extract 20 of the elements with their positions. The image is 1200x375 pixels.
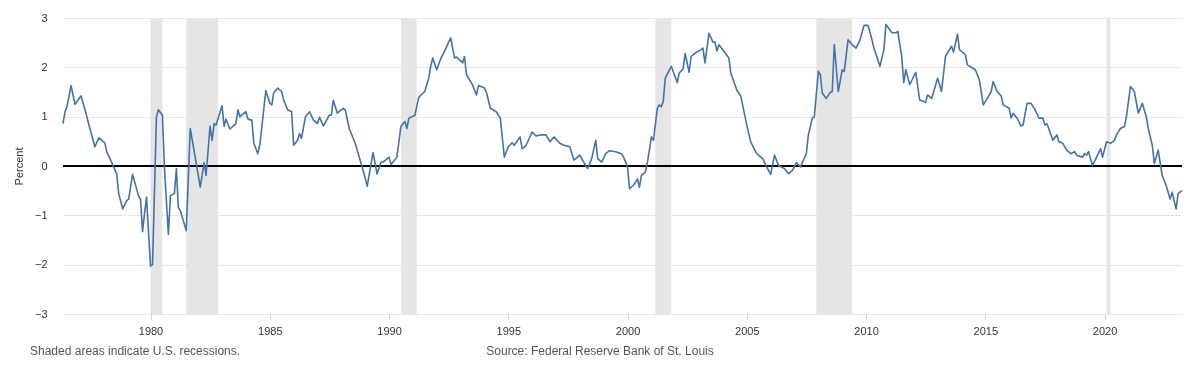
y-tick-label: 2: [41, 60, 48, 73]
x-tick-label: 1990: [377, 324, 402, 337]
x-tick-label: 2020: [1092, 324, 1118, 337]
y-tick-label: −1: [34, 208, 48, 221]
x-tick-label: 2000: [615, 324, 641, 337]
y-tick-label: −3: [34, 307, 48, 320]
y-tick-label: 3: [41, 11, 48, 24]
y-tick-label: 0: [41, 159, 48, 172]
x-tick-label: 2005: [735, 324, 760, 337]
source-note: Source: Federal Reserve Bank of St. Louis: [486, 344, 714, 358]
x-tick-label: 1985: [258, 324, 283, 337]
y-axis-title: Percent: [12, 147, 25, 186]
y-tick-label: 1: [41, 110, 48, 123]
x-tick-label: 1980: [138, 324, 164, 337]
text: Shaded areas indicate U.S. recessions.: [30, 344, 241, 358]
x-tick-label: 1995: [496, 324, 522, 337]
x-tick-label: 2015: [973, 324, 999, 337]
y-tick-label: −2: [34, 258, 48, 271]
line-series: [62, 23, 1183, 267]
x-tick-label: 2010: [854, 324, 879, 337]
